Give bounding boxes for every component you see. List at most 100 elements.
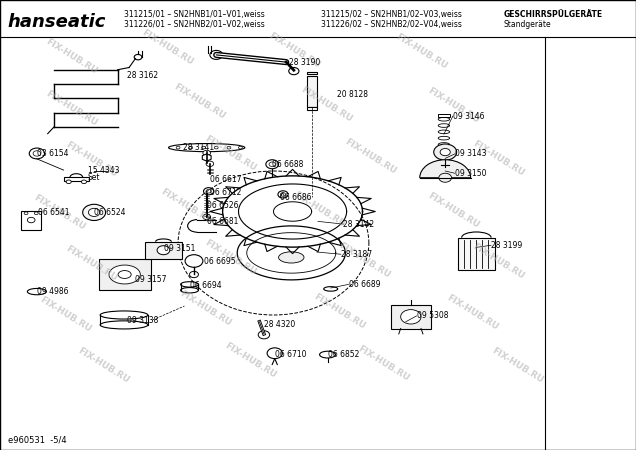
Ellipse shape [27,288,46,295]
Circle shape [88,208,100,216]
Text: FIX-HUB.RU: FIX-HUB.RU [140,28,195,67]
Text: 15 4343: 15 4343 [88,166,120,175]
Bar [307,72,317,74]
Circle shape [34,212,38,215]
Text: 06 6710: 06 6710 [275,350,307,359]
Circle shape [190,271,198,278]
Bar [64,177,89,181]
Text: GESCHIRRSPÜLGERÄTE: GESCHIRRSPÜLGERÄTE [504,10,603,19]
Text: FIX-HUB.RU: FIX-HUB.RU [159,187,214,225]
Circle shape [66,180,71,184]
Ellipse shape [279,252,304,263]
Text: 28 3199: 28 3199 [491,241,522,250]
Text: FIX-HUB.RU: FIX-HUB.RU [471,139,525,178]
Bar [21,211,41,230]
Circle shape [258,331,270,339]
Text: 28 3190: 28 3190 [289,58,321,67]
Bar [391,305,431,328]
Circle shape [204,188,214,195]
Text: FIX-HUB.RU: FIX-HUB.RU [172,82,226,121]
Circle shape [269,162,275,166]
Text: 06 6694: 06 6694 [190,281,221,290]
Ellipse shape [324,287,338,291]
Text: 06 6541: 06 6541 [38,208,70,217]
Circle shape [267,348,282,359]
Text: 28 3142: 28 3142 [343,220,375,229]
Text: 06 6526: 06 6526 [207,201,238,210]
Text: FIX-HUB.RU: FIX-HUB.RU [299,85,354,124]
Text: e960531  -5/4: e960531 -5/4 [8,436,66,445]
Text: hanseatic: hanseatic [8,13,106,31]
Text: 06 6689: 06 6689 [349,280,380,289]
Text: FIX-HUB.RU: FIX-HUB.RU [471,243,525,281]
Text: 06 6524: 06 6524 [94,208,126,217]
Text: 06 6686: 06 6686 [280,193,312,202]
Text: FIX-HUB.RU: FIX-HUB.RU [293,190,347,229]
Text: 09 3157: 09 3157 [135,275,167,284]
Text: FIX-HUB.RU: FIX-HUB.RU [267,31,322,70]
Circle shape [210,50,223,59]
Ellipse shape [438,124,450,127]
Ellipse shape [169,144,245,152]
Circle shape [29,148,45,159]
Text: 28 3187: 28 3187 [341,250,372,259]
Ellipse shape [438,136,450,140]
Circle shape [81,180,86,184]
Text: 09 3143: 09 3143 [455,149,487,158]
Text: FIX-HUB.RU: FIX-HUB.RU [490,346,544,385]
Text: 09 4986: 09 4986 [37,287,69,296]
Text: 28 3141: 28 3141 [183,143,214,152]
Text: FIX-HUB.RU: FIX-HUB.RU [64,140,118,179]
Circle shape [289,68,299,75]
Ellipse shape [100,321,148,329]
Circle shape [214,146,218,149]
Text: 06 6617: 06 6617 [210,175,242,184]
Text: Set: Set [88,173,100,182]
Text: 06 6852: 06 6852 [328,350,359,359]
Circle shape [440,148,450,156]
Text: FIX-HUB.RU: FIX-HUB.RU [32,193,86,232]
Circle shape [83,204,106,220]
Circle shape [238,146,242,149]
Text: FIX-HUB.RU: FIX-HUB.RU [356,344,411,383]
Text: 311226/01 – SN2HNB2/01–V02,weiss: 311226/01 – SN2HNB2/01–V02,weiss [124,20,265,29]
Text: 06 6681: 06 6681 [207,217,238,226]
Text: 09 3146: 09 3146 [453,112,485,121]
Text: FIX-HUB.RU: FIX-HUB.RU [204,238,258,277]
Circle shape [266,160,279,169]
Circle shape [189,146,193,149]
Ellipse shape [438,130,450,134]
Circle shape [203,214,211,220]
Text: FIX-HUB.RU: FIX-HUB.RU [337,241,392,279]
Text: 03 6154: 03 6154 [37,149,69,158]
Text: FIX-HUB.RU: FIX-HUB.RU [38,295,93,333]
Circle shape [185,255,203,267]
Text: 28 4320: 28 4320 [264,320,295,329]
Circle shape [280,193,286,196]
Text: FIX-HUB.RU: FIX-HUB.RU [343,137,398,176]
Wedge shape [420,160,471,178]
Circle shape [203,150,211,156]
Ellipse shape [438,117,450,121]
Text: FIX-HUB.RU: FIX-HUB.RU [178,289,233,328]
Circle shape [278,191,288,198]
Ellipse shape [109,265,141,284]
Circle shape [157,246,170,255]
Text: FIX-HUB.RU: FIX-HUB.RU [223,342,277,380]
Circle shape [206,189,211,193]
Text: 09 3151: 09 3151 [164,244,195,253]
Bar [438,114,450,117]
Circle shape [401,310,421,324]
Text: 06 6695: 06 6695 [204,257,235,266]
Text: 09 3138: 09 3138 [127,316,158,325]
Text: 06 6688: 06 6688 [272,160,303,169]
Text: Standgeräte: Standgeräte [504,20,551,29]
Text: FIX-HUB.RU: FIX-HUB.RU [426,191,481,230]
Bar [307,76,317,107]
Text: FIX-HUB.RU: FIX-HUB.RU [45,90,99,128]
Text: 311226/02 – SN2HNB2/02–V04,weiss: 311226/02 – SN2HNB2/02–V04,weiss [321,20,462,29]
Text: 09 5308: 09 5308 [417,311,448,320]
Text: FIX-HUB.RU: FIX-HUB.RU [45,37,99,76]
Text: 311215/02 – SN2HNB1/02–V03,weiss: 311215/02 – SN2HNB1/02–V03,weiss [321,10,462,19]
Ellipse shape [100,311,148,319]
